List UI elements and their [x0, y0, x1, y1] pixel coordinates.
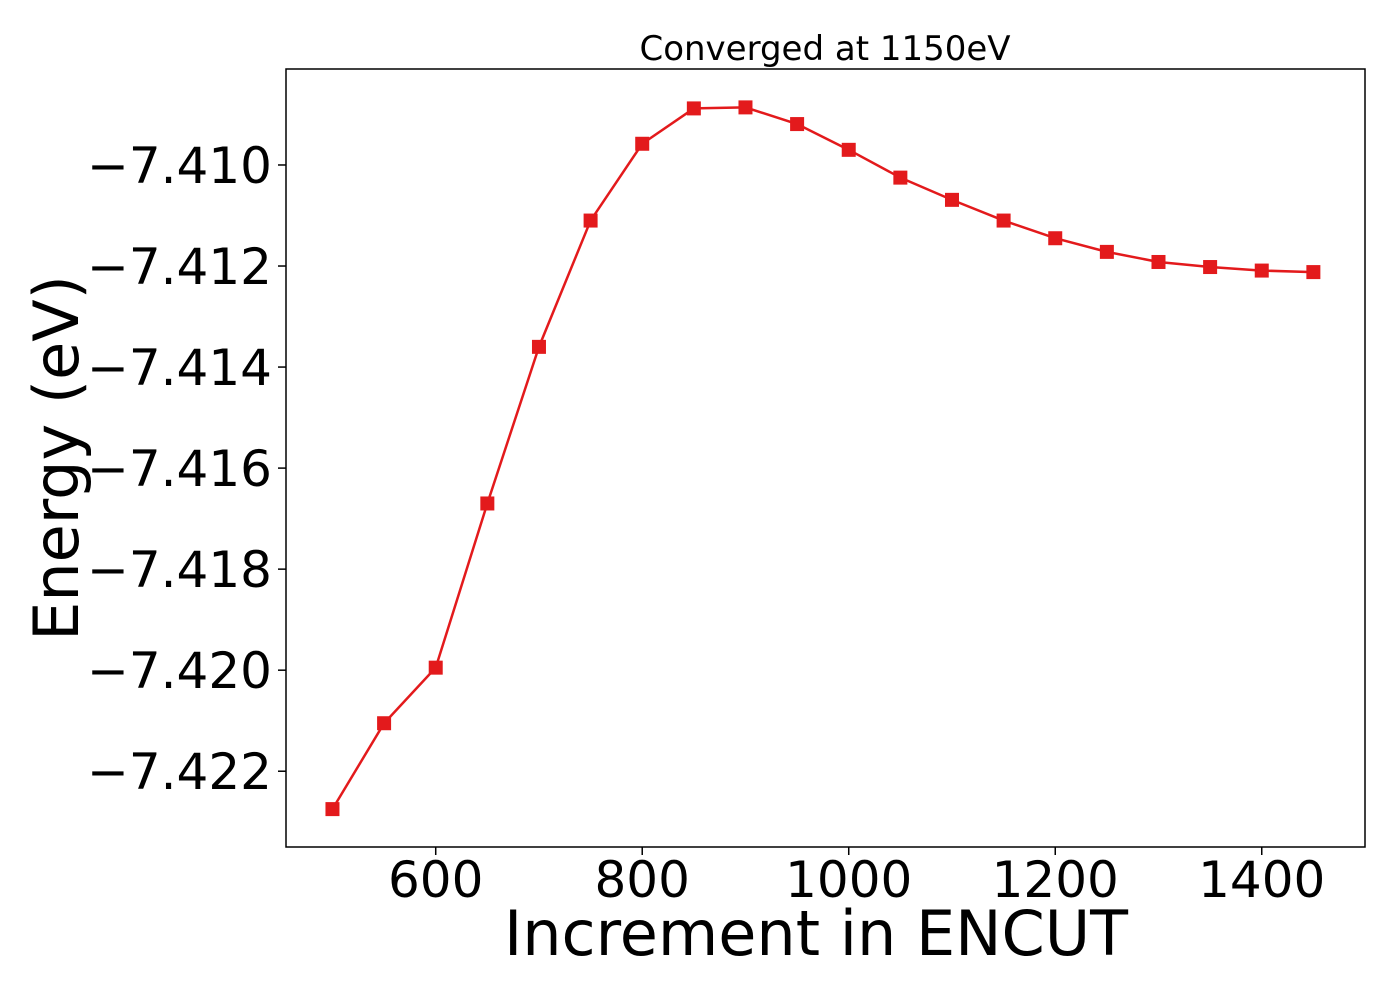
data-point-marker: [1151, 254, 1166, 269]
data-point-marker: [480, 496, 495, 511]
data-point-marker: [1048, 231, 1063, 246]
data-point-marker: [996, 213, 1011, 228]
data-point-marker: [686, 101, 701, 116]
y-axis-title: Energy (eV): [20, 275, 93, 641]
data-point-marker: [635, 136, 650, 151]
y-tick-label: −7.420: [87, 642, 272, 700]
data-point-marker: [1099, 244, 1114, 259]
data-point-marker: [325, 802, 340, 817]
y-tick-label: −7.416: [87, 440, 272, 498]
data-point-marker: [428, 660, 443, 675]
data-point-marker: [944, 192, 959, 207]
y-tick-label: −7.422: [87, 743, 272, 801]
x-tick-label: 1200: [992, 851, 1119, 909]
data-point-marker: [583, 213, 598, 228]
x-tick-label: 800: [595, 851, 690, 909]
y-tick-label: −7.414: [87, 339, 272, 397]
y-tick-label: −7.418: [87, 541, 272, 599]
data-point-marker: [893, 170, 908, 185]
data-point-marker: [1203, 260, 1218, 275]
data-point-marker: [1254, 263, 1269, 278]
data-point-marker: [738, 100, 753, 115]
data-point-marker: [1306, 265, 1321, 280]
y-tick-label: −7.412: [87, 238, 272, 296]
energy-series: [325, 100, 1321, 817]
chart-title: Converged at 1150eV: [639, 29, 1010, 69]
x-tick-label: 600: [388, 851, 483, 909]
plot-area-frame: [285, 68, 1366, 848]
data-point-marker: [841, 142, 856, 157]
y-axis-ticks: −7.422 −7.420 −7.418 −7.416 −7.414 −7.412 −7.4…: [87, 137, 286, 801]
x-tick-label: 1000: [785, 851, 912, 909]
x-axis-title: Increment in ENCUT: [504, 897, 1129, 970]
y-tick-label: −7.410: [87, 137, 272, 195]
data-point-marker: [531, 339, 546, 354]
series-line: [331, 106, 1314, 810]
data-point-marker: [790, 117, 805, 132]
data-point-marker: [377, 716, 392, 731]
x-axis-ticks: 600 800 1000 1200 1400: [388, 847, 1325, 909]
x-tick-label: 1400: [1198, 851, 1325, 909]
